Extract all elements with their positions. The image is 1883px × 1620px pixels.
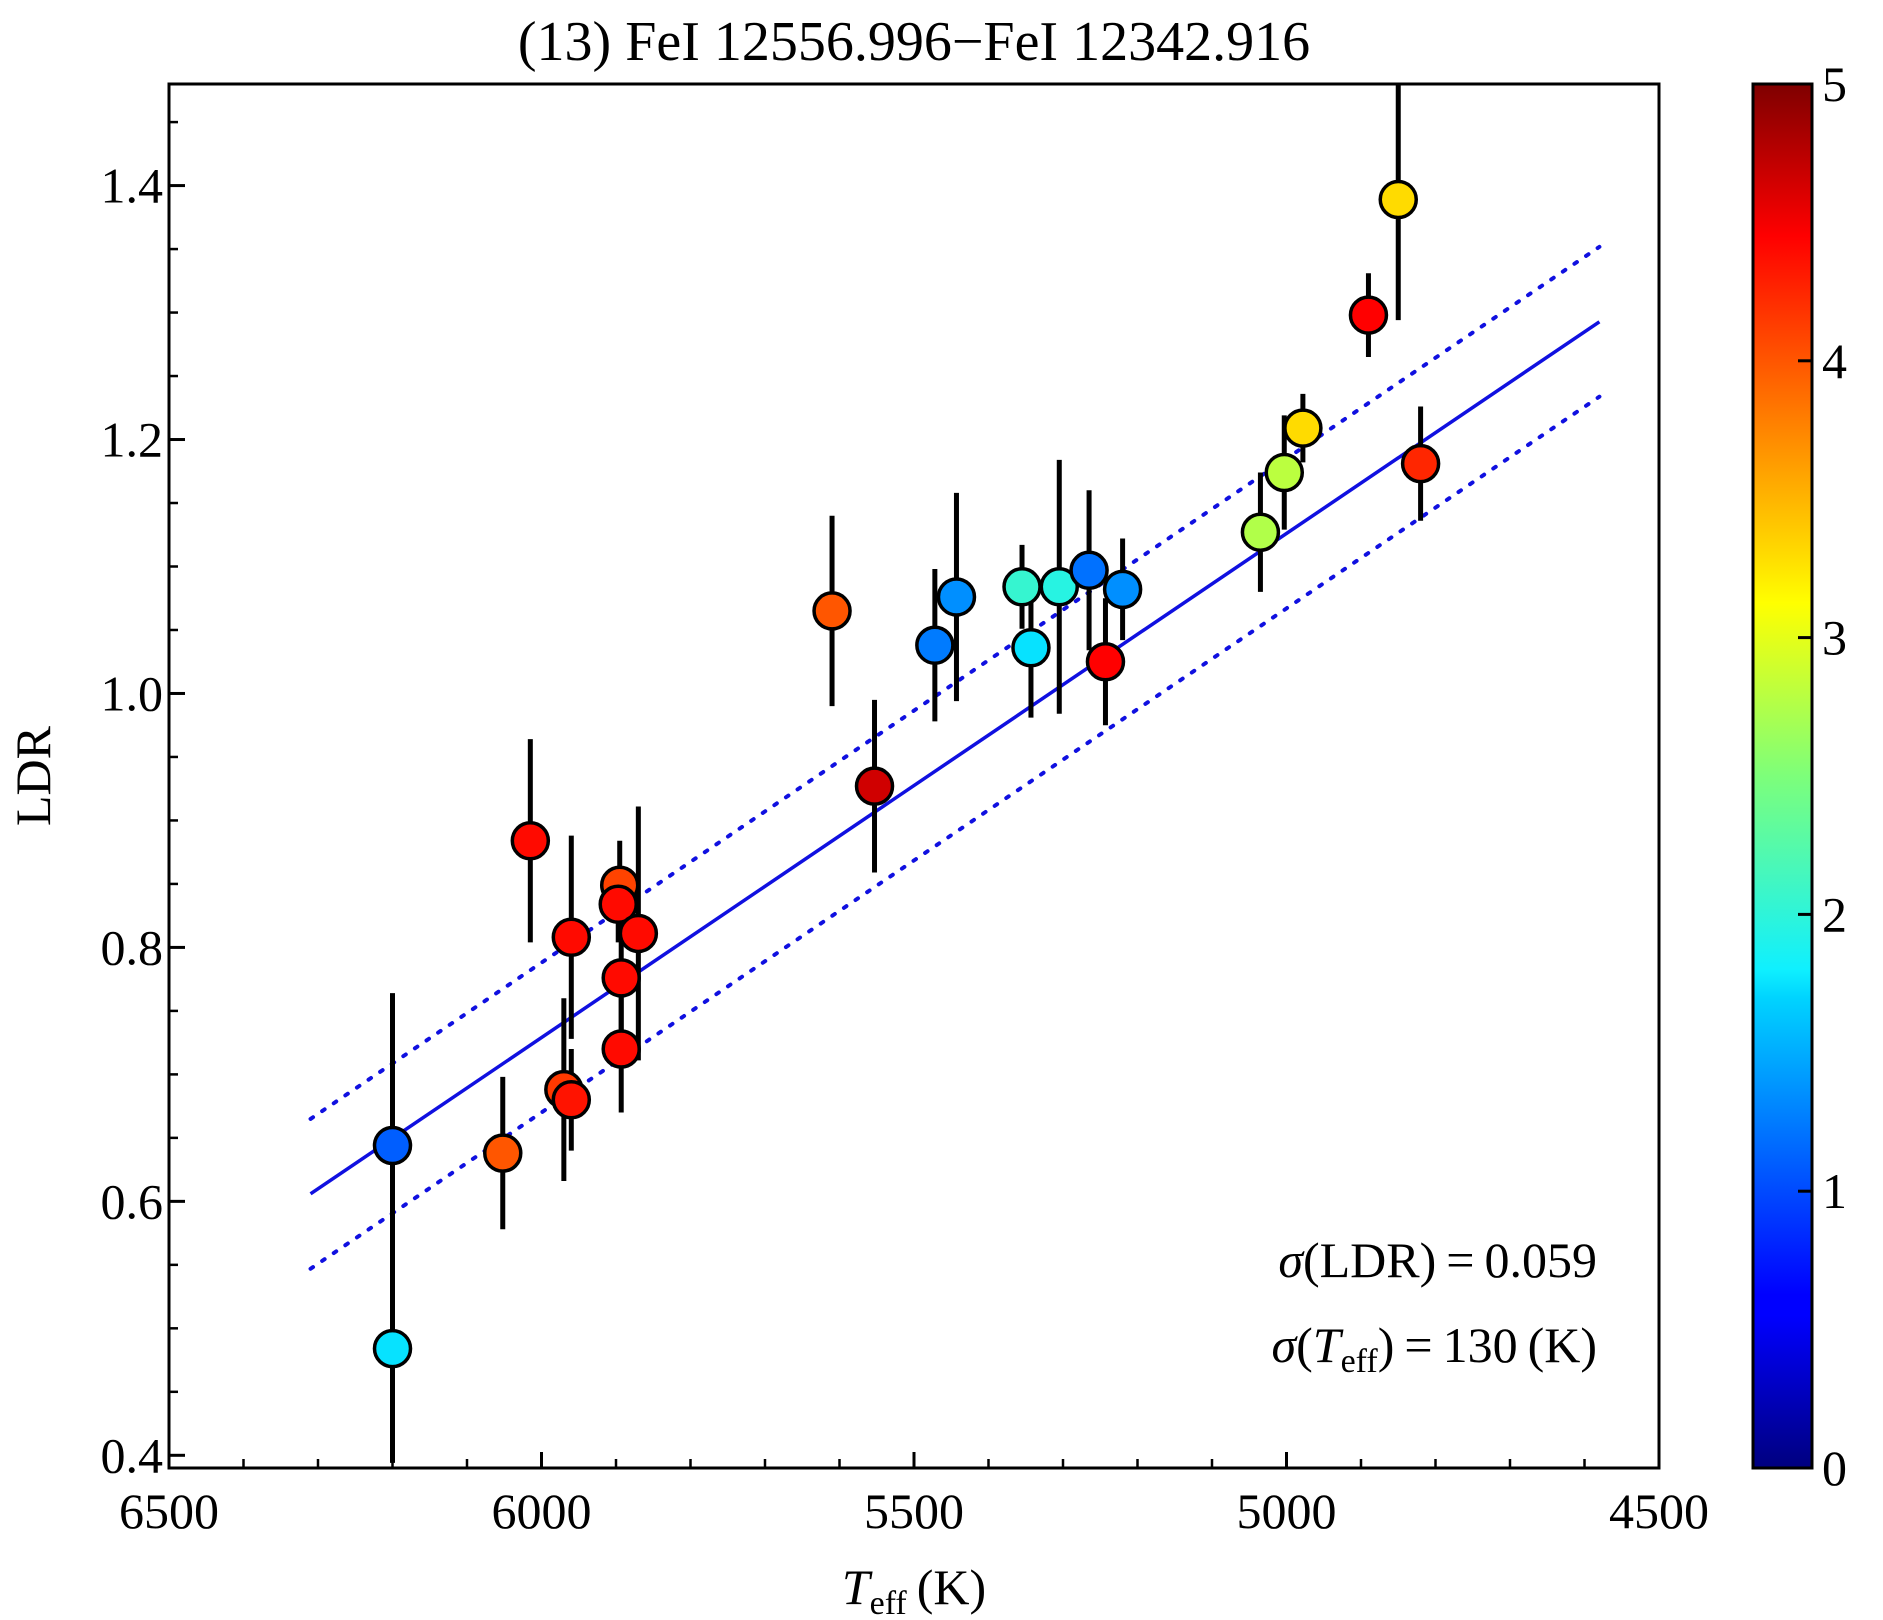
colorbar	[1751, 82, 1814, 1470]
data-point-8	[598, 884, 638, 924]
data-point-23	[1264, 452, 1305, 493]
colorbar-tick-label-1: 1	[1822, 1163, 1847, 1219]
colorbar-tick-label-2: 2	[1822, 886, 1847, 942]
data-point-13	[854, 766, 895, 806]
x-tick-label-6000: 6000	[492, 1483, 592, 1539]
data-point-11	[618, 913, 659, 954]
sigma-teff-unit: (K)	[1528, 1317, 1597, 1373]
sigma-ldr-symbol: σ	[1278, 1232, 1305, 1288]
y-tick-label-5: 1.4	[101, 158, 164, 214]
data-point-1	[372, 1328, 413, 1369]
data-point-15	[936, 577, 977, 617]
sigma-ldr-equals: =	[1446, 1232, 1474, 1288]
x-tick-label-5500: 5500	[864, 1483, 964, 1539]
sigma-teff-t: T	[1313, 1317, 1344, 1373]
x-axis-ticks: 6500 6000 5500 5000 4500	[119, 1452, 1709, 1539]
sigma-teff-annotation: σ(Teff) = 130 (K)	[1271, 1317, 1597, 1380]
x-tick-label-4500: 4500	[1609, 1483, 1709, 1539]
sigma-ldr-annotation: σ(LDR) = 0.059	[1278, 1232, 1597, 1288]
y-tick-label-1: 0.6	[101, 1173, 164, 1229]
sigma-teff-open: (	[1296, 1317, 1313, 1373]
colorbar-tick-label-3: 3	[1822, 610, 1847, 666]
x-axis-label-sub: eff	[870, 1585, 908, 1620]
data-point-26	[1378, 179, 1418, 220]
colorbar-tick-label-0: 0	[1822, 1440, 1847, 1496]
x-axis-label-unit: (K)	[917, 1559, 986, 1615]
data-point-6	[551, 917, 592, 958]
colorbar-ticks: 0 1 2 3 4 5	[1798, 56, 1847, 1496]
data-point-12	[812, 591, 852, 631]
data-point-14	[915, 625, 955, 665]
data-point-16	[1002, 567, 1042, 607]
y-tick-label-0: 0.4	[101, 1427, 164, 1483]
colorbar-tick-label-5: 5	[1822, 56, 1847, 112]
data-point-22	[1240, 512, 1281, 552]
data-point-10	[601, 1029, 641, 1069]
sigma-teff-close: )	[1378, 1317, 1395, 1373]
x-axis-label-t: T	[842, 1559, 873, 1615]
data-point-0	[372, 1125, 413, 1166]
data-point-3	[510, 821, 551, 861]
sigma-teff-symbol: σ	[1271, 1317, 1298, 1373]
data-point-27	[1400, 443, 1441, 484]
x-tick-label-6500: 6500	[119, 1483, 219, 1539]
x-axis-label: Teff (K)	[842, 1559, 986, 1620]
fit-lines	[308, 244, 1602, 1271]
data-point-5	[551, 1080, 592, 1120]
sigma-ldr-value: 0.059	[1485, 1232, 1598, 1288]
data-points	[372, 179, 1441, 1369]
y-tick-label-2: 0.8	[101, 919, 164, 975]
y-tick-label-4: 1.2	[101, 412, 164, 468]
fit-line	[309, 320, 1601, 1196]
data-point-9	[601, 958, 641, 998]
colorbar-tick-label-4: 4	[1822, 333, 1847, 389]
data-point-2	[483, 1133, 523, 1173]
y-tick-label-3: 1.0	[101, 665, 164, 721]
x-tick-label-5000: 5000	[1237, 1483, 1337, 1539]
error-bars	[390, 84, 1424, 1463]
data-point-19	[1069, 550, 1109, 591]
sigma-teff-value: 130	[1443, 1317, 1518, 1373]
data-point-20	[1085, 641, 1126, 682]
data-point-18	[1039, 567, 1080, 607]
data-point-25	[1348, 295, 1389, 335]
chart-title: (13) FeI 12556.996−FeI 12342.916	[518, 11, 1310, 73]
sigma-teff-equals: =	[1404, 1317, 1432, 1373]
data-point-21	[1102, 569, 1143, 610]
y-axis-ticks: 0.4 0.6 0.8 1.0 1.2 1.4	[101, 120, 185, 1483]
sigma-teff-sub: eff	[1341, 1343, 1379, 1380]
data-point-24	[1283, 408, 1323, 448]
y-axis-label: LDR	[5, 725, 61, 826]
data-point-17	[1011, 628, 1051, 668]
sigma-ldr-label: (LDR)	[1303, 1232, 1436, 1288]
